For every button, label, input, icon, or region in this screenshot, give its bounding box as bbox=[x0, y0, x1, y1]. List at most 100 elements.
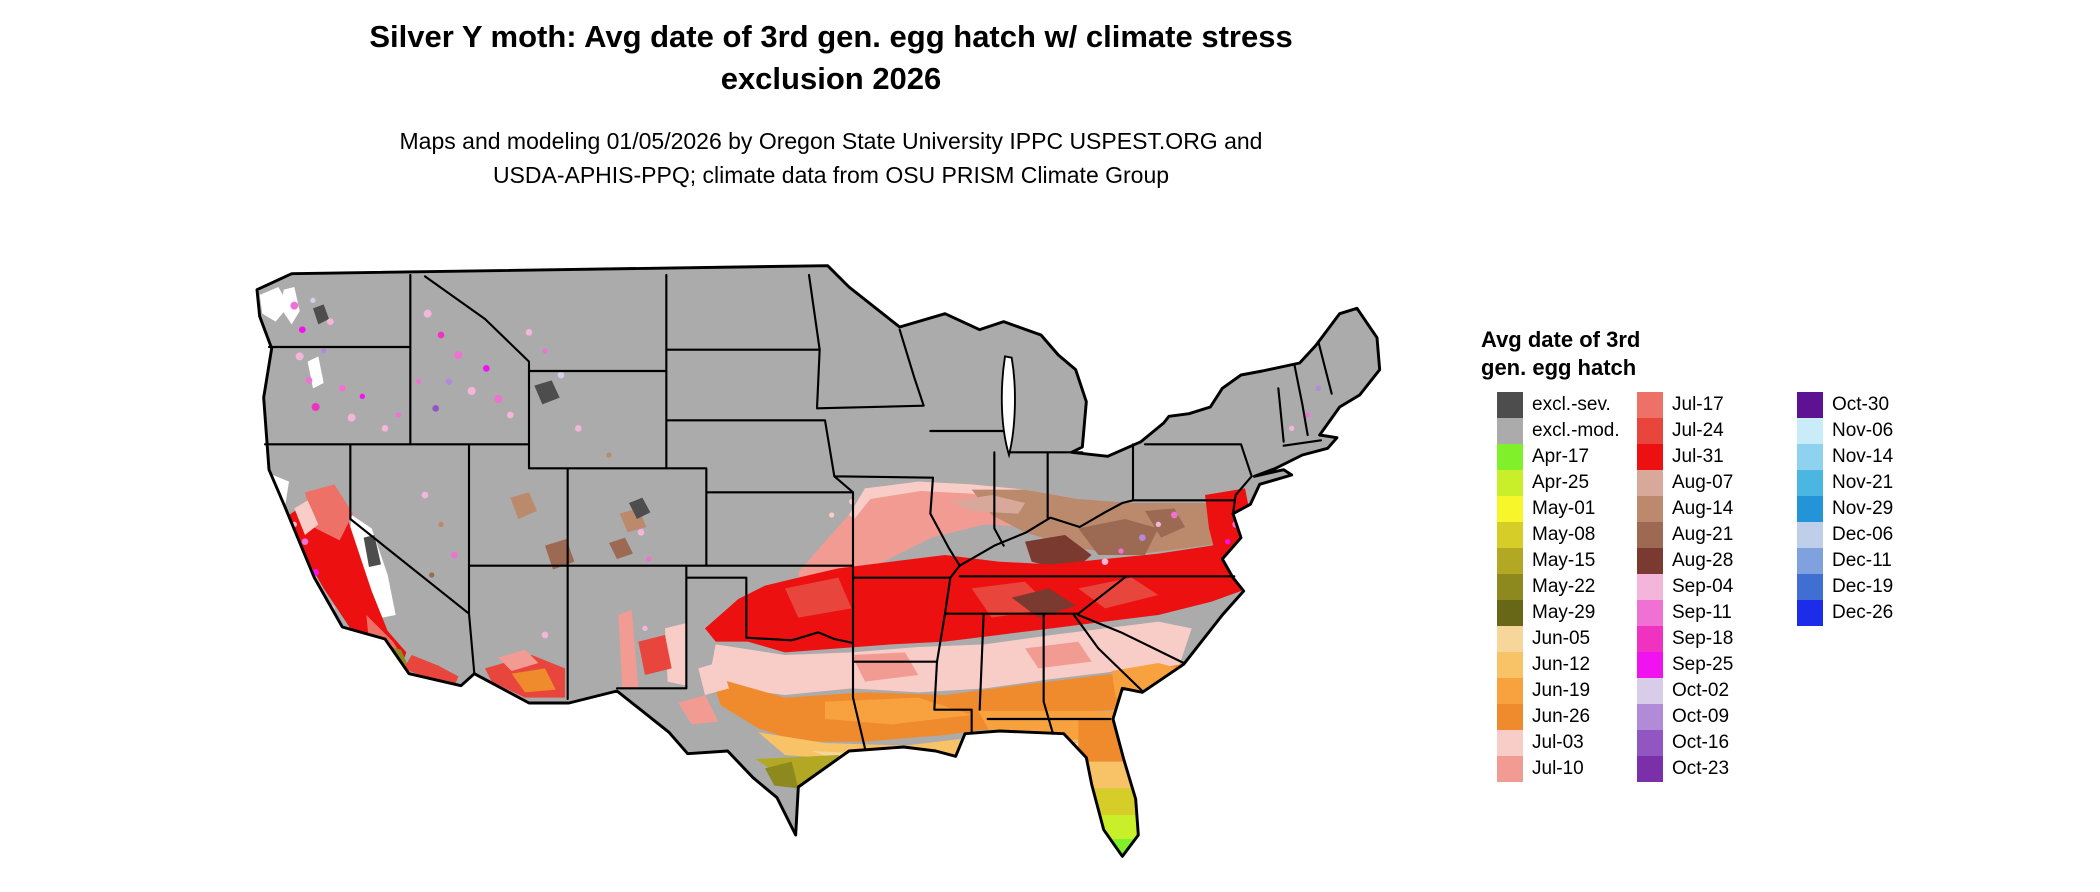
legend-label: Aug-14 bbox=[1672, 498, 1734, 519]
legend-entry: Sep-18 bbox=[1637, 626, 1733, 652]
legend-entry: May-15 bbox=[1497, 548, 1620, 574]
legend-entry: Jun-12 bbox=[1497, 652, 1620, 678]
legend-swatch bbox=[1637, 678, 1663, 704]
legend-label: May-08 bbox=[1532, 524, 1596, 545]
legend-entry: Aug-14 bbox=[1637, 496, 1733, 522]
legend-swatch bbox=[1637, 626, 1663, 652]
legend-swatch bbox=[1497, 704, 1523, 730]
legend-entry: Oct-16 bbox=[1637, 730, 1733, 756]
legend-label: Oct-16 bbox=[1672, 732, 1730, 753]
legend-label: excl.-mod. bbox=[1532, 420, 1620, 441]
legend-entry: Sep-11 bbox=[1637, 600, 1733, 626]
legend-entry: Dec-11 bbox=[1797, 548, 1893, 574]
legend-label: May-01 bbox=[1532, 498, 1596, 519]
legend-swatch bbox=[1497, 548, 1523, 574]
legend-label: Apr-25 bbox=[1532, 472, 1590, 493]
legend-entry: May-29 bbox=[1497, 600, 1620, 626]
legend-label: Sep-11 bbox=[1672, 602, 1732, 623]
legend-label: Jul-24 bbox=[1672, 420, 1724, 441]
legend-column-3: Oct-30 Nov-06 Nov-14 Nov-21 Nov-29 Dec-06 Dec-… bbox=[1797, 392, 1893, 626]
legend-swatch bbox=[1637, 496, 1663, 522]
legend-entry: Aug-21 bbox=[1637, 522, 1733, 548]
legend-swatch bbox=[1797, 444, 1823, 470]
legend-entry: Oct-09 bbox=[1637, 704, 1733, 730]
legend-entry: Dec-19 bbox=[1797, 574, 1893, 600]
us-outline bbox=[255, 264, 1382, 858]
legend-entry: Jul-10 bbox=[1497, 756, 1620, 782]
page-title: Silver Y moth: Avg date of 3rd gen. egg … bbox=[0, 16, 1662, 100]
legend-swatch bbox=[1797, 392, 1823, 418]
legend-label: Dec-06 bbox=[1832, 524, 1894, 545]
legend-entry: May-08 bbox=[1497, 522, 1620, 548]
credits-line1: Maps and modeling 01/05/2026 by Oregon S… bbox=[399, 128, 1263, 154]
legend-title-line1: Avg date of 3rd bbox=[1481, 327, 1641, 352]
legend-swatch bbox=[1637, 418, 1663, 444]
legend-entry: Oct-02 bbox=[1637, 678, 1733, 704]
legend-swatch bbox=[1497, 600, 1523, 626]
legend-swatch bbox=[1637, 522, 1663, 548]
legend-label: Aug-07 bbox=[1672, 472, 1734, 493]
credits: Maps and modeling 01/05/2026 by Oregon S… bbox=[0, 124, 1662, 192]
legend-entry: May-22 bbox=[1497, 574, 1620, 600]
page-title-line2: exclusion 2026 bbox=[720, 61, 942, 96]
legend-swatch bbox=[1497, 522, 1523, 548]
legend-swatch bbox=[1637, 600, 1663, 626]
legend-label: Jun-19 bbox=[1532, 680, 1591, 701]
legend-label: Aug-21 bbox=[1672, 524, 1734, 545]
legend-entry: Jun-05 bbox=[1497, 626, 1620, 652]
legend-entry: Oct-23 bbox=[1637, 756, 1733, 782]
legend-title: Avg date of 3rd gen. egg hatch bbox=[1481, 326, 1640, 382]
legend-label: Sep-18 bbox=[1672, 628, 1734, 649]
legend-label: Apr-17 bbox=[1532, 446, 1590, 467]
legend-entry: Nov-14 bbox=[1797, 444, 1893, 470]
legend-label: Oct-02 bbox=[1672, 680, 1730, 701]
legend-entry: Nov-21 bbox=[1797, 470, 1893, 496]
legend-swatch bbox=[1637, 704, 1663, 730]
page-title-line1: Silver Y moth: Avg date of 3rd gen. egg … bbox=[369, 19, 1293, 54]
legend-label: Jun-26 bbox=[1532, 706, 1591, 727]
legend-swatch bbox=[1497, 678, 1523, 704]
legend-entry: Jul-24 bbox=[1637, 418, 1733, 444]
legend-label: Sep-25 bbox=[1672, 654, 1734, 675]
legend-entry: Apr-25 bbox=[1497, 470, 1620, 496]
legend-swatch bbox=[1497, 652, 1523, 678]
legend-entry: Jul-03 bbox=[1497, 730, 1620, 756]
us-map bbox=[255, 264, 1382, 858]
state-borders bbox=[263, 273, 1333, 750]
legend-entry: Apr-17 bbox=[1497, 444, 1620, 470]
legend-entry: May-01 bbox=[1497, 496, 1620, 522]
legend-swatch bbox=[1497, 470, 1523, 496]
legend-column-1: excl.-sev. excl.-mod. Apr-17 Apr-25 May-01 Ma… bbox=[1497, 392, 1620, 782]
legend-entry: Dec-06 bbox=[1797, 522, 1893, 548]
legend-swatch bbox=[1797, 548, 1823, 574]
legend-entry: Aug-28 bbox=[1637, 548, 1733, 574]
legend-label: Nov-29 bbox=[1832, 498, 1894, 519]
legend-label: Dec-19 bbox=[1832, 576, 1894, 597]
legend-entry: Jun-26 bbox=[1497, 704, 1620, 730]
legend-label: Jun-05 bbox=[1532, 628, 1591, 649]
legend-entry: Sep-04 bbox=[1637, 574, 1733, 600]
legend-swatch bbox=[1637, 756, 1663, 782]
legend-label: excl.-sev. bbox=[1532, 394, 1611, 415]
legend-swatch bbox=[1497, 730, 1523, 756]
legend-swatch bbox=[1637, 730, 1663, 756]
legend-label: Jun-12 bbox=[1532, 654, 1591, 675]
legend-label: Aug-28 bbox=[1672, 550, 1734, 571]
legend-swatch bbox=[1497, 418, 1523, 444]
legend-swatch bbox=[1797, 470, 1823, 496]
legend-label: Oct-09 bbox=[1672, 706, 1730, 727]
legend-swatch bbox=[1797, 574, 1823, 600]
legend-label: Jul-03 bbox=[1532, 732, 1584, 753]
legend-swatch bbox=[1497, 496, 1523, 522]
legend-entry: Dec-26 bbox=[1797, 600, 1893, 626]
legend-swatch bbox=[1497, 626, 1523, 652]
legend-swatch bbox=[1797, 418, 1823, 444]
legend-entry: Jul-17 bbox=[1637, 392, 1733, 418]
legend-label: Nov-14 bbox=[1832, 446, 1894, 467]
legend-swatch bbox=[1497, 392, 1523, 418]
legend-label: Sep-04 bbox=[1672, 576, 1734, 597]
legend-entry: Nov-29 bbox=[1797, 496, 1893, 522]
lake-michigan bbox=[1000, 355, 1016, 459]
legend-title-line2: gen. egg hatch bbox=[1481, 355, 1637, 380]
